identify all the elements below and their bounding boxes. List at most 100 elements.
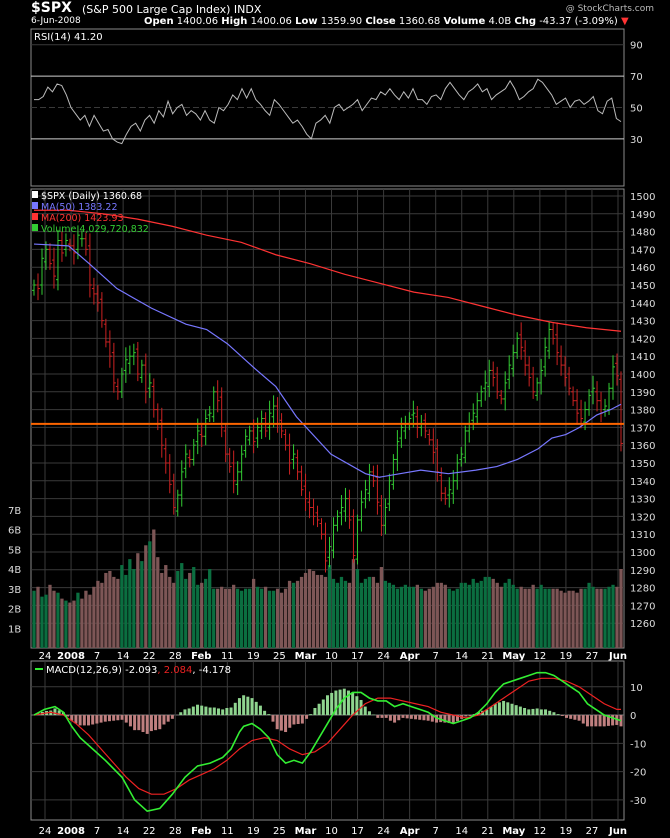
volume-bar — [527, 588, 531, 648]
volume-bar — [371, 576, 376, 648]
price-tick-label: 1450 — [630, 281, 655, 292]
ohlc-bar — [227, 447, 232, 473]
ohlc-bar — [543, 337, 548, 377]
x-axis-label: 17 — [351, 651, 364, 662]
ohlc-bar — [459, 446, 464, 467]
volume-bar — [475, 582, 479, 648]
macd-histogram-bar — [267, 714, 271, 716]
macd-panel: -30 -20 -10 0 10 MACD(12,26,9) -2.093, 2.084,… — [30, 660, 646, 837]
macd-histogram-bar — [539, 709, 543, 716]
ohlc-bar — [575, 389, 580, 425]
ohlc-bar — [427, 429, 432, 446]
volume-bar — [263, 586, 268, 648]
volume-label: Volume — [443, 16, 486, 27]
macd-histogram-bar — [305, 715, 309, 719]
macd-histogram-bar — [145, 715, 149, 734]
macd-histogram-bar — [128, 715, 132, 727]
macd-histogram-bar — [447, 715, 451, 724]
rsi-tick-label: 30 — [630, 135, 643, 146]
ohlc-bar — [519, 322, 524, 360]
macd-histogram-bar — [133, 715, 137, 731]
price-tick-label: 1380 — [630, 406, 655, 417]
volume-bar — [76, 592, 80, 648]
rsi-legend: RSI(14) 41.20 — [34, 32, 103, 43]
volume-bar — [56, 592, 60, 648]
volume-bar — [311, 570, 316, 648]
ohlc-bar — [471, 403, 476, 431]
volume-tick-label: 1B — [8, 624, 21, 635]
price-legend-swatch — [32, 202, 38, 209]
ohlc-bar — [455, 454, 460, 490]
volume-bar — [92, 586, 96, 648]
ohlc-bar — [615, 353, 620, 386]
macd-histogram-bar — [489, 706, 493, 716]
macd-histogram-bar — [564, 715, 568, 718]
volume-bar — [407, 586, 412, 648]
ohlc-bar — [363, 479, 368, 509]
volume-bar — [327, 565, 332, 648]
macd-histogram-bar — [334, 690, 338, 716]
x-axis-label: 14 — [117, 651, 130, 662]
macd-histogram-bar — [426, 715, 430, 721]
ohlc-bar — [355, 514, 360, 565]
ohlc-bar — [303, 473, 308, 512]
macd-histogram-bar — [506, 702, 510, 716]
x-axis-label: Jun — [608, 826, 627, 837]
ohlc-bar — [619, 371, 623, 452]
macd-histogram-bar — [384, 715, 388, 718]
volume-bar — [72, 600, 76, 648]
volume-bar — [315, 574, 320, 648]
ohlc-bar — [415, 406, 420, 439]
volume-bar — [275, 588, 280, 648]
price-tick-label: 1440 — [630, 299, 655, 310]
ohlc-bar — [223, 422, 228, 463]
macd-histogram-bar — [187, 708, 191, 716]
macd-histogram-bar — [451, 715, 455, 724]
volume-bar — [116, 578, 120, 648]
x-axis-label: 21 — [481, 651, 494, 662]
ohlc-bar — [47, 243, 52, 270]
volume-bar — [136, 553, 140, 648]
volume-bar — [148, 541, 152, 648]
ohlc-bar — [559, 345, 564, 376]
volume-bar — [339, 576, 344, 648]
ohlc-bar — [487, 359, 492, 398]
macd-histogram-bar — [342, 688, 346, 716]
volume-bar — [112, 576, 116, 648]
ohlc-bar — [243, 429, 248, 458]
macd-histogram-bar — [577, 715, 581, 721]
x-axis-label: Feb — [191, 826, 211, 837]
macd-histogram-bar — [112, 715, 116, 721]
ohlc-bar — [479, 385, 484, 407]
ohlc-bar — [199, 423, 204, 447]
ohlc-bar — [571, 386, 576, 407]
price-tick-label: 1490 — [630, 210, 655, 221]
volume-bar — [471, 578, 475, 648]
ohlc-bar — [359, 490, 364, 532]
volume-bar — [579, 588, 583, 648]
macd-histogram-bar — [552, 712, 556, 716]
x-axis-label: 25 — [273, 826, 286, 837]
volume-bar — [535, 588, 539, 648]
volume-bar — [160, 572, 164, 648]
ohlc-bar — [255, 417, 260, 448]
volume-bar — [200, 582, 204, 648]
price-tick-label: 1500 — [630, 192, 655, 203]
macd-histogram-bar — [514, 705, 518, 716]
x-axis-label: 17 — [351, 826, 364, 837]
macd-histogram-bar — [497, 702, 501, 716]
macd-histogram-bar — [556, 714, 560, 716]
macd-histogram-bar — [221, 709, 225, 716]
volume-tick-label: 6B — [8, 526, 21, 537]
ohlc-bar — [211, 386, 216, 423]
ohlc-bar — [447, 477, 452, 508]
x-axis-label: 14 — [455, 651, 468, 662]
x-axis-label: 12 — [533, 651, 546, 662]
ohlc-bar — [551, 323, 556, 345]
macd-histogram-bar — [196, 704, 200, 716]
ohlc-bar — [167, 454, 172, 494]
macd-histogram-bar — [296, 715, 300, 725]
macd-histogram-bar — [82, 715, 86, 726]
volume-bar — [375, 582, 380, 648]
macd-histogram-bar — [443, 715, 447, 723]
